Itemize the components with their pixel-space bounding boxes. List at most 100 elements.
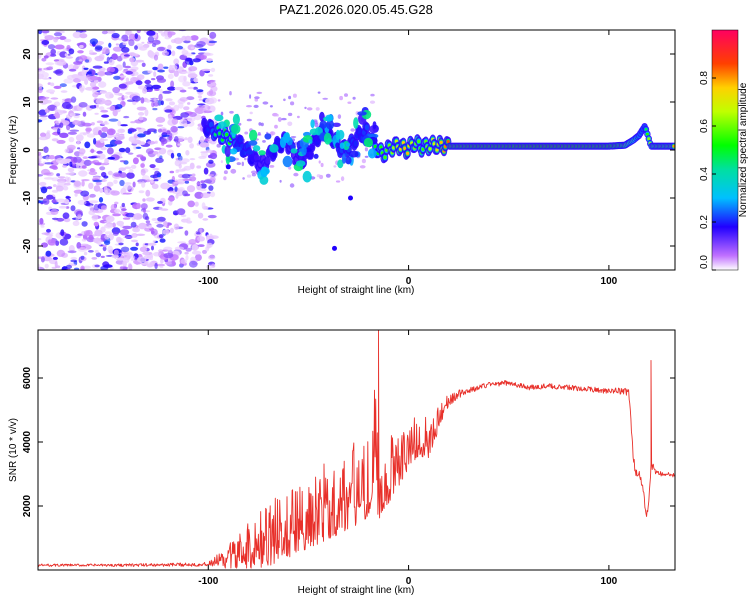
noise-speckle [55, 185, 64, 192]
noise-speckle [168, 200, 173, 206]
noise-speckle [347, 101, 352, 104]
noise-speckle [199, 228, 203, 234]
ridge-core [421, 147, 425, 151]
noise-speckle [60, 61, 67, 65]
noise-speckle [258, 122, 262, 126]
signal-blob [269, 144, 279, 153]
noise-speckle [199, 69, 205, 77]
noise-speckle [244, 157, 247, 161]
noise-speckle [290, 136, 297, 138]
noise-speckle [209, 152, 218, 160]
noise-speckle [184, 193, 191, 197]
spectrogram-x-axis: -100 0 100 [198, 30, 618, 287]
noise-speckle [132, 181, 136, 188]
x-tick-label: -100 [198, 276, 218, 287]
noise-speckle [47, 186, 53, 190]
noise-speckle [114, 208, 121, 214]
noise-speckle [94, 55, 104, 62]
snr-y-axis: 2000 4000 6000 [22, 366, 675, 517]
signal-blob [301, 145, 307, 156]
signal-blob [232, 113, 240, 125]
signal-blob [357, 111, 367, 116]
noise-speckle [183, 106, 190, 111]
noise-speckle [101, 126, 109, 132]
colorbar-tick-label: 0.8 [699, 71, 710, 85]
noise-speckle [57, 176, 66, 179]
noise-speckle [84, 141, 91, 149]
noise-speckle [85, 127, 92, 132]
noise-speckle [53, 70, 62, 74]
noise-speckle [315, 107, 320, 111]
noise-speckle [43, 96, 50, 99]
noise-speckle [81, 122, 92, 127]
noise-speckle [223, 170, 228, 175]
noise-speckle [74, 267, 80, 270]
noise-speckle [139, 246, 147, 253]
noise-speckle [288, 95, 292, 100]
noise-speckle [170, 80, 175, 88]
noise-speckle [106, 66, 116, 73]
noise-speckle [281, 117, 287, 121]
noise-speckle [119, 172, 127, 178]
noise-speckle [56, 139, 66, 144]
noise-speckle [197, 95, 202, 99]
noise-speckle [40, 132, 46, 138]
ridge-core [435, 148, 439, 152]
signal-blob [302, 170, 312, 183]
signal-blob [348, 150, 359, 158]
noise-speckle [73, 156, 82, 164]
noise-speckle [151, 183, 159, 189]
noise-speckle [340, 176, 345, 182]
noise-speckle [131, 233, 138, 238]
noise-speckle [78, 59, 83, 62]
noise-speckle [44, 35, 55, 41]
noise-speckle [289, 183, 295, 188]
noise-speckle [38, 136, 49, 141]
noise-speckle [107, 245, 113, 253]
noise-speckle [38, 119, 43, 123]
noise-speckle [113, 75, 121, 80]
noise-speckle [119, 75, 127, 78]
noise-speckle [167, 73, 174, 80]
noise-speckle [216, 143, 221, 148]
noise-speckle [121, 208, 127, 212]
noise-speckle [209, 31, 217, 39]
noise-speckle [59, 83, 67, 88]
noise-speckle [145, 189, 151, 197]
noise-speckle [209, 191, 216, 198]
noise-speckle [203, 139, 210, 142]
noise-speckle [249, 94, 252, 99]
noise-speckle [119, 179, 125, 187]
y-tick-label: 6000 [22, 366, 33, 389]
noise-speckle [79, 87, 84, 92]
noise-speckle [174, 186, 178, 192]
noise-speckle [52, 196, 56, 200]
noise-speckle [80, 265, 85, 270]
ridge-core [225, 133, 229, 137]
noise-speckle [38, 30, 43, 35]
noise-speckle [190, 35, 199, 41]
noise-speckle [184, 137, 188, 141]
noise-speckle [70, 205, 76, 212]
noise-speckle [317, 91, 321, 94]
noise-speckle [89, 105, 97, 109]
noise-speckle [110, 204, 117, 211]
noise-speckle [297, 115, 300, 119]
noise-speckle [38, 160, 42, 164]
noise-speckle [107, 170, 113, 176]
noise-speckle [107, 147, 114, 155]
noise-speckle [188, 66, 198, 72]
noise-speckle [70, 256, 78, 261]
noise-speckle [131, 255, 136, 260]
noise-speckle [77, 147, 81, 150]
noise-speckle [180, 259, 187, 264]
noise-speckle [101, 30, 108, 35]
noise-speckle [178, 102, 184, 109]
noise-speckle [161, 50, 170, 56]
noise-speckle [65, 172, 75, 175]
noise-speckle [67, 176, 72, 184]
noise-speckle [130, 246, 139, 251]
noise-speckle [44, 162, 54, 165]
noise-speckle [77, 247, 88, 252]
signal-blob [214, 114, 224, 122]
